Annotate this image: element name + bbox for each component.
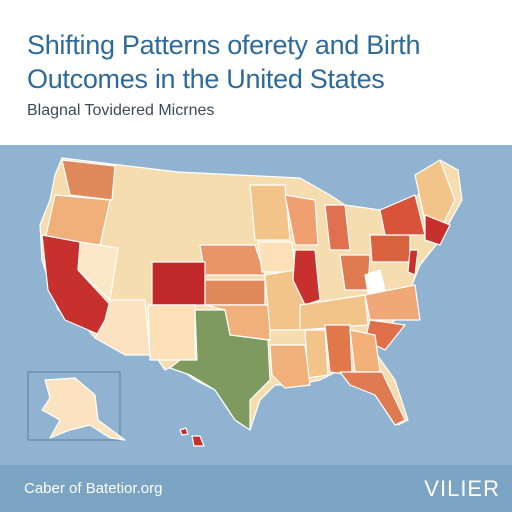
state (324, 204, 351, 251)
state (299, 294, 369, 331)
state (424, 214, 451, 246)
state (284, 194, 319, 246)
state (204, 279, 266, 306)
state (147, 304, 196, 361)
footer: Caber of Batetior.org VILIER (0, 465, 512, 512)
state (257, 241, 297, 273)
state (364, 269, 386, 294)
state (151, 261, 206, 306)
state (199, 244, 266, 276)
alaska-inset (27, 371, 121, 441)
state (369, 234, 411, 263)
state (169, 309, 271, 431)
brand: VILIER (424, 476, 500, 501)
title-line: Outcomes in the United States (27, 64, 385, 94)
state (249, 184, 291, 241)
subtitle: Blagnal Tovidered Micrnes (27, 102, 215, 119)
source: Caber of Batetior.org (24, 480, 163, 497)
state (269, 344, 311, 389)
hawaii (179, 427, 189, 436)
state (94, 299, 151, 356)
alaska (41, 377, 126, 441)
state (61, 159, 116, 201)
header: Shifting Patterns oferety and Birth Outc… (0, 0, 512, 145)
state (407, 249, 419, 276)
state (324, 324, 353, 376)
hawaii (191, 435, 205, 447)
state (349, 329, 381, 373)
title-line: Shifting Patterns oferety and Birth (27, 30, 421, 60)
state (364, 284, 421, 321)
us-map (0, 145, 512, 465)
state (339, 371, 406, 426)
state (339, 254, 371, 291)
